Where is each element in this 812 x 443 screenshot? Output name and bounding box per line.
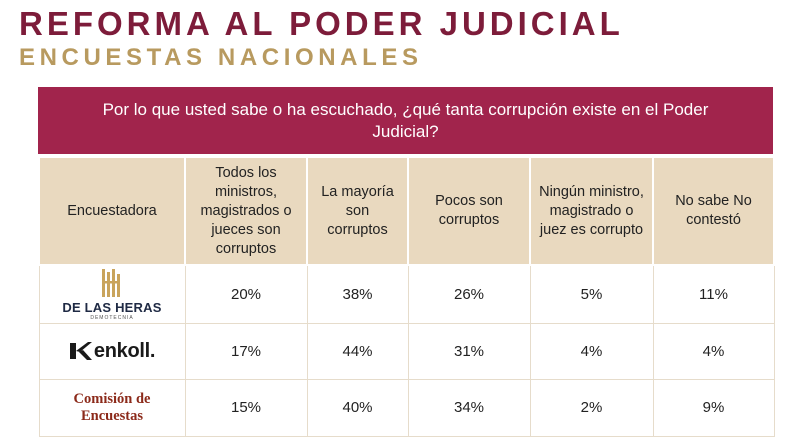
value-cell: 34% xyxy=(407,378,531,437)
value-cell: 40% xyxy=(306,378,409,437)
value-cell: 4% xyxy=(529,322,654,380)
results-table: Encuestadora Todos los ministros, magist… xyxy=(38,156,775,437)
table-row: Comisión de Encuestas 15% 40% 34% 2% 9% xyxy=(38,378,775,437)
value-cell: 5% xyxy=(529,264,654,324)
pollster-subname: DEMOTECNIA xyxy=(90,314,134,321)
header-majority-corrupt: La mayoría son corruptos xyxy=(306,156,409,266)
enkoll-logo-icon xyxy=(69,342,92,360)
survey-question-text: Por lo que usted sabe o ha escuchado, ¿q… xyxy=(102,99,709,141)
value-cell: 9% xyxy=(652,378,775,437)
header-few-corrupt: Pocos son corruptos xyxy=(407,156,531,266)
header-no-answer: No sabe No contestó xyxy=(652,156,775,266)
value-cell: 31% xyxy=(407,322,531,380)
value-cell: 44% xyxy=(306,322,409,380)
comision-de-encuestas-logo: Comisión de Encuestas xyxy=(73,390,151,424)
pollster-name: DE LAS HERAS xyxy=(62,299,162,315)
value-cell: 11% xyxy=(652,264,775,324)
value-cell: 38% xyxy=(306,264,409,324)
value-cell: 26% xyxy=(407,264,531,324)
table-row: DE LAS HERAS DEMOTECNIA 20% 38% 26% 5% 1… xyxy=(38,264,775,324)
pollster-cell: Comisión de Encuestas xyxy=(38,378,186,437)
value-cell: 17% xyxy=(184,322,308,380)
de-las-heras-logo: DE LAS HERAS DEMOTECNIA xyxy=(44,268,181,321)
page-subtitle: ENCUESTAS NACIONALES xyxy=(19,44,423,71)
header-all-corrupt: Todos los ministros, magistrados o juece… xyxy=(184,156,308,266)
enkoll-logo: enkoll. xyxy=(44,340,181,363)
table-row: enkoll. 17% 44% 31% 4% 4% xyxy=(38,322,775,380)
header-pollster: Encuestadora xyxy=(38,156,186,266)
header: REFORMA AL PODER JUDICIAL ENCUESTAS NACI… xyxy=(19,4,624,72)
pollster-cell: DE LAS HERAS DEMOTECNIA xyxy=(38,264,186,324)
pollster-cell: enkoll. xyxy=(38,322,186,380)
header-none-corrupt: Ningún ministro, magistrado o juez es co… xyxy=(529,156,654,266)
table-header-row: Encuestadora Todos los ministros, magist… xyxy=(38,156,775,266)
pollster-name: enkoll. xyxy=(93,339,156,362)
de-las-heras-logo-icon xyxy=(102,268,120,297)
page-title: REFORMA AL PODER JUDICIAL xyxy=(19,5,624,42)
value-cell: 2% xyxy=(529,378,654,437)
value-cell: 15% xyxy=(184,378,308,437)
survey-question: Por lo que usted sabe o ha escuchado, ¿q… xyxy=(38,87,773,154)
value-cell: 4% xyxy=(652,322,775,380)
value-cell: 20% xyxy=(184,264,308,324)
